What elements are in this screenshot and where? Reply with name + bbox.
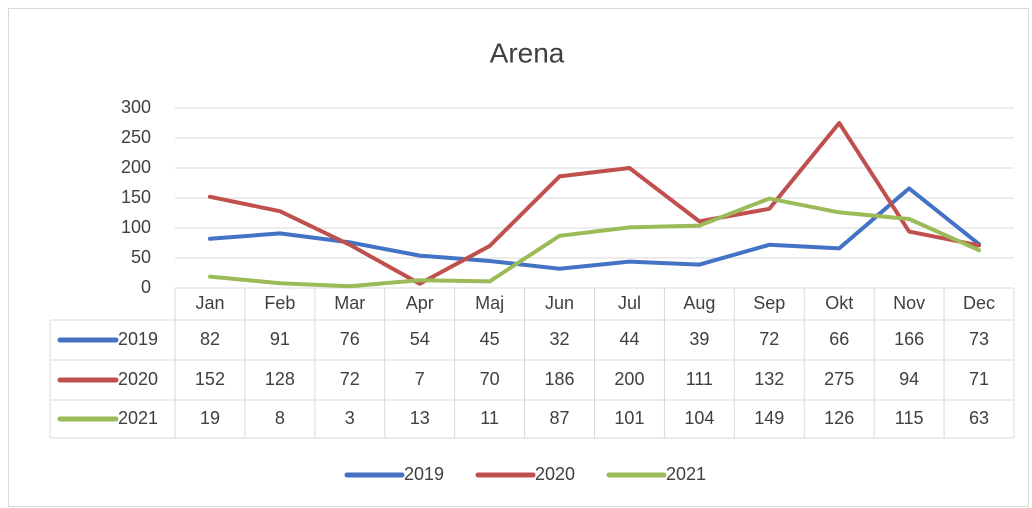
y-tick-label: 0 <box>141 277 151 297</box>
x-tick-label: Jan <box>195 293 224 313</box>
y-tick-label: 250 <box>121 127 151 147</box>
table-value: 72 <box>759 329 779 349</box>
y-tick-label: 150 <box>121 187 151 207</box>
table-value: 13 <box>410 408 430 428</box>
table-value: 82 <box>200 329 220 349</box>
x-tick-label: Mar <box>334 293 365 313</box>
x-tick-label: Nov <box>893 293 925 313</box>
table-value: 32 <box>550 329 570 349</box>
x-tick-label: Jun <box>545 293 574 313</box>
table-value: 72 <box>340 369 360 389</box>
table-value: 71 <box>969 369 989 389</box>
table-value: 91 <box>270 329 290 349</box>
series-line <box>207 196 982 289</box>
table-value: 126 <box>824 408 854 428</box>
table-series-name: 2019 <box>118 329 158 349</box>
series-line <box>207 121 982 286</box>
table-value: 70 <box>480 369 500 389</box>
y-tick-label: 100 <box>121 217 151 237</box>
table-value: 44 <box>619 329 639 349</box>
table-value: 115 <box>895 408 924 428</box>
table-value: 200 <box>614 369 644 389</box>
table-value: 8 <box>275 408 285 428</box>
y-tick-label: 300 <box>121 97 151 117</box>
table-value: 3 <box>345 408 355 428</box>
x-tick-label: Aug <box>683 293 715 313</box>
table-value: 87 <box>550 408 570 428</box>
table-value: 186 <box>545 369 575 389</box>
table-value: 94 <box>899 369 919 389</box>
table-value: 39 <box>689 329 709 349</box>
table-value: 166 <box>894 329 924 349</box>
table-value: 54 <box>410 329 430 349</box>
x-tick-label: Sep <box>753 293 785 313</box>
legend-label: 2021 <box>666 464 706 484</box>
table-series-name: 2021 <box>118 408 158 428</box>
x-tick-label: Maj <box>475 293 504 313</box>
table-value: 66 <box>829 329 849 349</box>
x-tick-label: Okt <box>825 293 853 313</box>
legend-label: 2019 <box>404 464 444 484</box>
table-value: 63 <box>969 408 989 428</box>
x-tick-label: Dec <box>963 293 995 313</box>
chart-title: Arena <box>490 37 565 68</box>
y-tick-label: 200 <box>121 157 151 177</box>
table-value: 104 <box>684 408 714 428</box>
table-value: 7 <box>415 369 425 389</box>
table-value: 128 <box>265 369 295 389</box>
table-value: 149 <box>754 408 784 428</box>
table-value: 152 <box>195 369 225 389</box>
x-tick-label: Feb <box>264 293 295 313</box>
legend-label: 2020 <box>535 464 575 484</box>
table-value: 45 <box>480 329 500 349</box>
table-value: 76 <box>340 329 360 349</box>
table-value: 11 <box>480 408 499 428</box>
x-tick-label: Jul <box>618 293 641 313</box>
table-value: 275 <box>824 369 854 389</box>
table-value: 132 <box>754 369 784 389</box>
y-tick-label: 50 <box>131 247 151 267</box>
table-value: 111 <box>686 369 713 389</box>
table-value: 19 <box>200 408 220 428</box>
table-value: 73 <box>969 329 989 349</box>
table-value: 101 <box>614 408 644 428</box>
x-tick-label: Apr <box>406 293 434 313</box>
table-series-name: 2020 <box>118 369 158 389</box>
